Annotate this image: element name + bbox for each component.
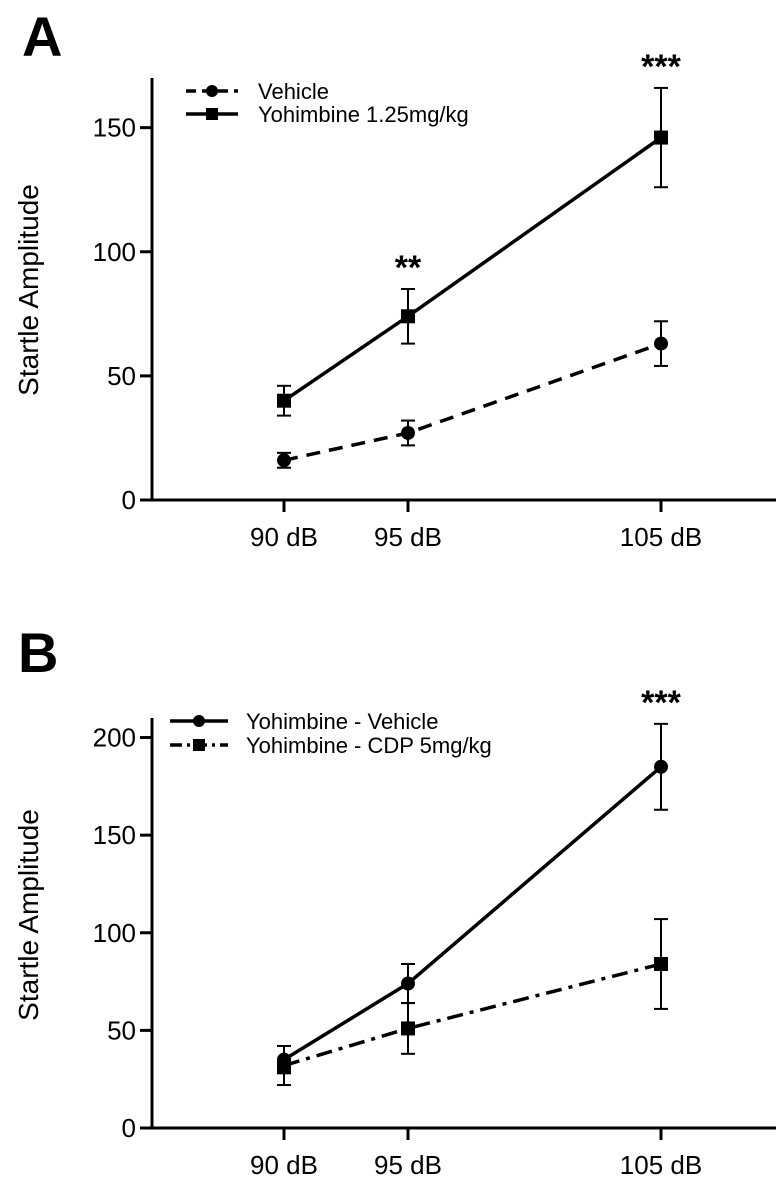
significance-label-b: ***	[641, 684, 681, 722]
legend-label-a-s1: Yohimbine 1.25mg/kg	[258, 102, 469, 127]
panel-b: B Startle Amplitude 0 50 100 150 200 90 dB 95 …	[13, 621, 776, 1180]
y-tick-label-a: 100	[93, 237, 136, 267]
y-tick-label-b: 100	[93, 918, 136, 948]
y-tick-label-b: 50	[107, 1015, 136, 1045]
legend-item-a-s0: Vehicle	[186, 79, 329, 104]
y-tick-label-b: 0	[122, 1113, 136, 1143]
legend-label-b-s0: Yohimbine - Vehicle	[246, 709, 438, 734]
panel-a: A Startle Amplitude 0 50 100 150 90 dB 95 dB 1…	[13, 5, 776, 552]
series-lines-b	[283, 765, 663, 1068]
error-bars-b	[277, 722, 668, 1087]
x-tick-label-b: 105 dB	[620, 1150, 702, 1180]
point-square-b-s1	[277, 1058, 291, 1073]
point-circle-b-s0	[401, 976, 415, 991]
y-tick-label-a: 0	[122, 485, 136, 515]
y-tick-label-a: 50	[107, 361, 136, 391]
significance-label-a: **	[395, 249, 422, 287]
legend-item-b-s0: Yohimbine - Vehicle	[170, 709, 438, 734]
significance-b: ***	[641, 684, 681, 722]
point-circle-a-s0	[401, 425, 415, 440]
series-line-b-s1	[283, 962, 662, 1068]
series-line-b-s0	[283, 765, 663, 1062]
x-tick-label-a: 90 dB	[250, 522, 318, 552]
markers-b	[277, 759, 668, 1073]
legend-item-a-s1: Yohimbine 1.25mg/kg	[186, 102, 469, 127]
y-axis-title-a: Startle Amplitude	[13, 184, 44, 396]
panel-letter-b: B	[18, 621, 58, 684]
x-tick-label-a: 95 dB	[374, 522, 442, 552]
legend-label-a-s0: Vehicle	[258, 79, 329, 104]
point-square-a-s1	[654, 130, 668, 145]
y-tick-label-b: 200	[93, 723, 136, 753]
point-square-a-s1	[277, 393, 291, 408]
y-axis-title-b: Startle Amplitude	[13, 809, 44, 1021]
point-square-b-s1	[654, 957, 668, 971]
series-line-a-s1	[283, 136, 663, 403]
markers-a	[277, 130, 668, 468]
x-tick-label-b: 95 dB	[374, 1150, 442, 1180]
point-circle-b-s0	[654, 759, 668, 774]
legend-item-b-s1: Yohimbine - CDP 5mg/kg	[170, 733, 492, 758]
y-tick-label-b: 150	[93, 820, 136, 850]
point-circle-a-s0	[277, 453, 291, 468]
point-circle-a-s0	[654, 336, 668, 351]
y-tick-label-a: 150	[93, 113, 136, 143]
axes-a: 0 50 100 150 90 dB 95 dB 105 dB	[93, 78, 776, 552]
significance-label-a: ***	[641, 48, 681, 86]
point-square-b-s1	[401, 1021, 415, 1036]
axes-b: 0 50 100 150 200 90 dB 95 dB 105 dB	[93, 718, 776, 1180]
panel-letter-a: A	[22, 5, 62, 68]
x-tick-label-a: 105 dB	[620, 522, 702, 552]
legend-label-b-s1: Yohimbine - CDP 5mg/kg	[246, 733, 492, 758]
point-square-a-s1	[401, 309, 415, 324]
significance-a: *****	[395, 48, 682, 287]
x-tick-label-b: 90 dB	[250, 1150, 318, 1180]
series-lines-a	[283, 136, 663, 462]
